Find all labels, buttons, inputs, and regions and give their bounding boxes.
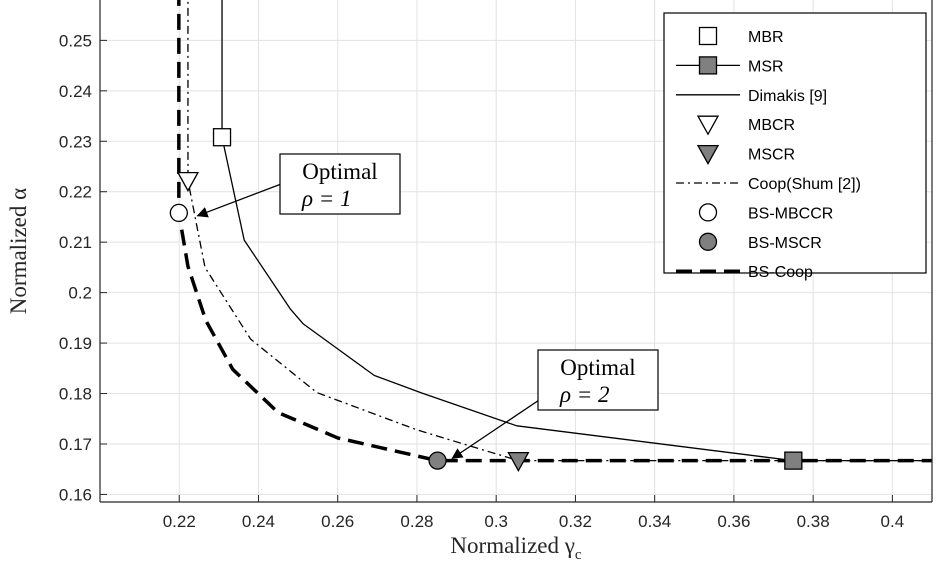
y-tick-label: 0.18 <box>59 385 92 404</box>
legend-label-mscr: MSCR <box>748 147 795 164</box>
legend-label-mbcr: MBCR <box>748 117 795 134</box>
data-point-mbcr <box>176 171 200 192</box>
series-line-dimakis-9 <box>221 0 932 462</box>
x-axis-title: Normalized γc <box>450 533 581 563</box>
x-tick-label: 0.36 <box>717 512 750 531</box>
data-point-mscr <box>507 451 530 472</box>
x-tick-label: 0.38 <box>797 512 830 531</box>
x-tick-label: 0.4 <box>881 512 905 531</box>
data-point-bs-mscr <box>428 451 447 470</box>
y-tick-label: 0.2 <box>68 284 92 303</box>
y-tick-label: 0.17 <box>59 435 92 454</box>
annotation-rho: ρ = 2 <box>559 382 610 407</box>
annotation-box <box>279 153 401 215</box>
annotation-title: Optimal <box>560 355 635 380</box>
y-tick-labels: 0.16 0.17 0.18 0.19 0.2 0.21 0.22 0.23 0.24 0.25 <box>59 31 92 504</box>
series-line-coop-shum-2 <box>187 0 932 462</box>
legend-label-mbr: MBR <box>748 29 784 46</box>
y-tick-label: 0.23 <box>59 132 92 151</box>
legend-marker-mbr <box>698 26 718 46</box>
data-point-mbr <box>212 128 232 147</box>
x-tick-labels: 0.22 0.24 0.26 0.28 0.3 0.32 0.34 0.36 0.38 0.4 <box>163 512 905 531</box>
data-point-msr <box>784 451 803 470</box>
legend: MBR MSR Dimakis [9] MBCR MSCR Coop(Shum [2]) B… <box>663 12 927 281</box>
annotation-box <box>537 349 659 411</box>
y-tick-label: 0.16 <box>59 485 92 504</box>
legend-marker-mscr <box>696 144 720 165</box>
marker-layer <box>169 128 803 472</box>
data-point-bs-mbccr <box>169 203 188 223</box>
x-tick-label: 0.24 <box>242 512 275 531</box>
legend-label-bs-mscr: BS-MSCR <box>748 235 822 252</box>
x-tick-label: 0.32 <box>559 512 592 531</box>
y-axis-title: Normalized α <box>6 188 31 314</box>
legend-marker-bs-mscr <box>698 232 718 251</box>
series-layer <box>177 0 932 463</box>
legend-label-bs-mbccr: BS-MBCCR <box>748 205 833 222</box>
legend-marker-msr <box>698 56 718 75</box>
legend-marker-bs-mbccr <box>698 203 718 222</box>
y-tick-label: 0.24 <box>59 82 92 101</box>
series-line-bs-coop <box>177 0 932 463</box>
y-tick-label: 0.19 <box>59 334 92 353</box>
annotation-rho: ρ = 1 <box>301 186 352 211</box>
legend-label-dimakis-9: Dimakis [9] <box>748 88 827 105</box>
x-tick-label: 0.34 <box>638 512 671 531</box>
y-tick-label: 0.22 <box>59 183 92 202</box>
axes <box>99 0 933 503</box>
legend-label-msr: MSR <box>748 58 784 75</box>
annotation-title: Optimal <box>302 159 377 184</box>
legend-marker-mbcr <box>696 115 720 136</box>
legend-label-bs-coop: BS-Coop <box>748 264 813 281</box>
y-tick-label: 0.25 <box>59 31 92 50</box>
x-tick-label: 0.22 <box>163 512 196 531</box>
legend-label-coop-shum-2: Coop(Shum [2]) <box>748 176 861 193</box>
x-tick-label: 0.28 <box>400 512 433 531</box>
y-tick-label: 0.21 <box>59 233 92 252</box>
x-tick-label: 0.3 <box>484 512 508 531</box>
x-tick-label: 0.26 <box>321 512 354 531</box>
